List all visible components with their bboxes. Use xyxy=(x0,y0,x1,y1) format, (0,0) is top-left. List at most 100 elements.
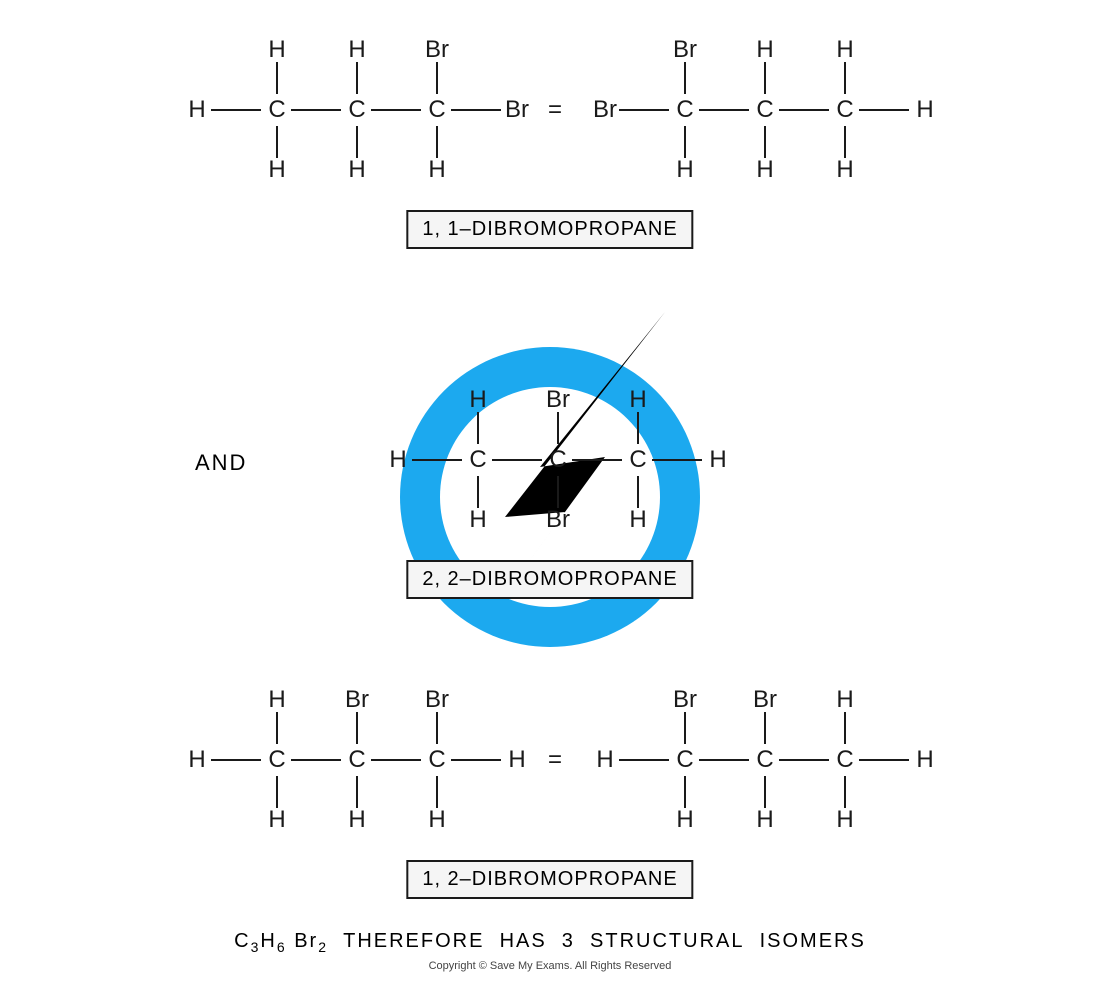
bond xyxy=(764,712,766,744)
bond xyxy=(859,759,909,761)
bond xyxy=(557,476,559,508)
atom-label: C xyxy=(348,746,365,774)
atom-label: H xyxy=(756,806,773,834)
bond xyxy=(492,459,542,461)
atom-label: C xyxy=(268,96,285,124)
diagram-canvas: 1, 1–DIBROMOPROPANE 2, 2–DIBROMOPROPANE … xyxy=(0,0,1100,993)
atom-label: = xyxy=(548,96,562,124)
bond xyxy=(859,109,909,111)
bond xyxy=(211,759,261,761)
atom-label: H xyxy=(836,36,853,64)
bond xyxy=(477,476,479,508)
atom-label: H xyxy=(268,686,285,714)
bond xyxy=(356,712,358,744)
bond xyxy=(844,712,846,744)
atom-label: H xyxy=(836,156,853,184)
bond xyxy=(436,62,438,94)
atom-label: Br xyxy=(673,36,697,64)
atom-label: H xyxy=(836,806,853,834)
bond xyxy=(764,776,766,808)
bond xyxy=(637,412,639,444)
bond xyxy=(276,126,278,158)
atom-label: C xyxy=(549,446,566,474)
atom-label: H xyxy=(676,806,693,834)
atom-label: Br xyxy=(505,96,529,124)
atom-label: H xyxy=(916,746,933,774)
bond xyxy=(684,712,686,744)
bond xyxy=(844,776,846,808)
atom-label: H xyxy=(756,36,773,64)
bond xyxy=(436,126,438,158)
bond xyxy=(699,759,749,761)
atom-label: C xyxy=(469,446,486,474)
atom-label: C xyxy=(268,746,285,774)
atom-label: H xyxy=(629,386,646,414)
atom-label: H xyxy=(268,806,285,834)
atom-label: Br xyxy=(425,36,449,64)
atom-label: H xyxy=(508,746,525,774)
bond xyxy=(291,759,341,761)
and-text: AND xyxy=(195,450,247,476)
atom-label: H xyxy=(268,156,285,184)
bond xyxy=(779,759,829,761)
atom-label: H xyxy=(756,156,773,184)
bond xyxy=(557,412,559,444)
atom-label: H xyxy=(469,386,486,414)
bond xyxy=(356,62,358,94)
label-2: 2, 2–DIBROMOPROPANE xyxy=(406,560,693,599)
atom-label: H xyxy=(348,36,365,64)
bond xyxy=(211,109,261,111)
atom-label: C xyxy=(428,96,445,124)
label-1: 1, 1–DIBROMOPROPANE xyxy=(406,210,693,249)
bond xyxy=(356,126,358,158)
bond xyxy=(684,776,686,808)
atom-label: C xyxy=(629,446,646,474)
copyright-text: Copyright © Save My Exams. All Rights Re… xyxy=(0,960,1100,972)
bond xyxy=(451,759,501,761)
atom-label: C xyxy=(756,746,773,774)
bond xyxy=(477,412,479,444)
atom-label: H xyxy=(188,746,205,774)
bond xyxy=(844,62,846,94)
bond xyxy=(619,109,669,111)
atom-label: C xyxy=(836,96,853,124)
bond xyxy=(684,62,686,94)
bond xyxy=(356,776,358,808)
bond xyxy=(436,712,438,744)
atom-label: Br xyxy=(546,386,570,414)
atom-label: H xyxy=(916,96,933,124)
atom-label: Br xyxy=(546,506,570,534)
bond xyxy=(276,776,278,808)
atom-label: Br xyxy=(753,686,777,714)
atom-label: H xyxy=(709,446,726,474)
bond xyxy=(276,62,278,94)
bond xyxy=(412,459,462,461)
bond xyxy=(371,109,421,111)
atom-label: C xyxy=(676,96,693,124)
bond xyxy=(764,62,766,94)
atom-label: Br xyxy=(673,686,697,714)
label-3: 1, 2–DIBROMOPROPANE xyxy=(406,860,693,899)
bond xyxy=(371,759,421,761)
atom-label: H xyxy=(836,686,853,714)
atom-label: C xyxy=(348,96,365,124)
atom-label: H xyxy=(469,506,486,534)
bond xyxy=(637,476,639,508)
atom-label: H xyxy=(428,156,445,184)
atom-label: C xyxy=(836,746,853,774)
bond xyxy=(572,459,622,461)
atom-label: H xyxy=(188,96,205,124)
atom-label: Br xyxy=(345,686,369,714)
bond xyxy=(652,459,702,461)
atom-label: H xyxy=(348,156,365,184)
atom-label: C xyxy=(756,96,773,124)
atom-label: H xyxy=(676,156,693,184)
atom-label: C xyxy=(676,746,693,774)
atom-label: H xyxy=(428,806,445,834)
atom-label: = xyxy=(548,746,562,774)
bond xyxy=(844,126,846,158)
bond xyxy=(276,712,278,744)
bond xyxy=(619,759,669,761)
atom-label: H xyxy=(348,806,365,834)
bond xyxy=(684,126,686,158)
